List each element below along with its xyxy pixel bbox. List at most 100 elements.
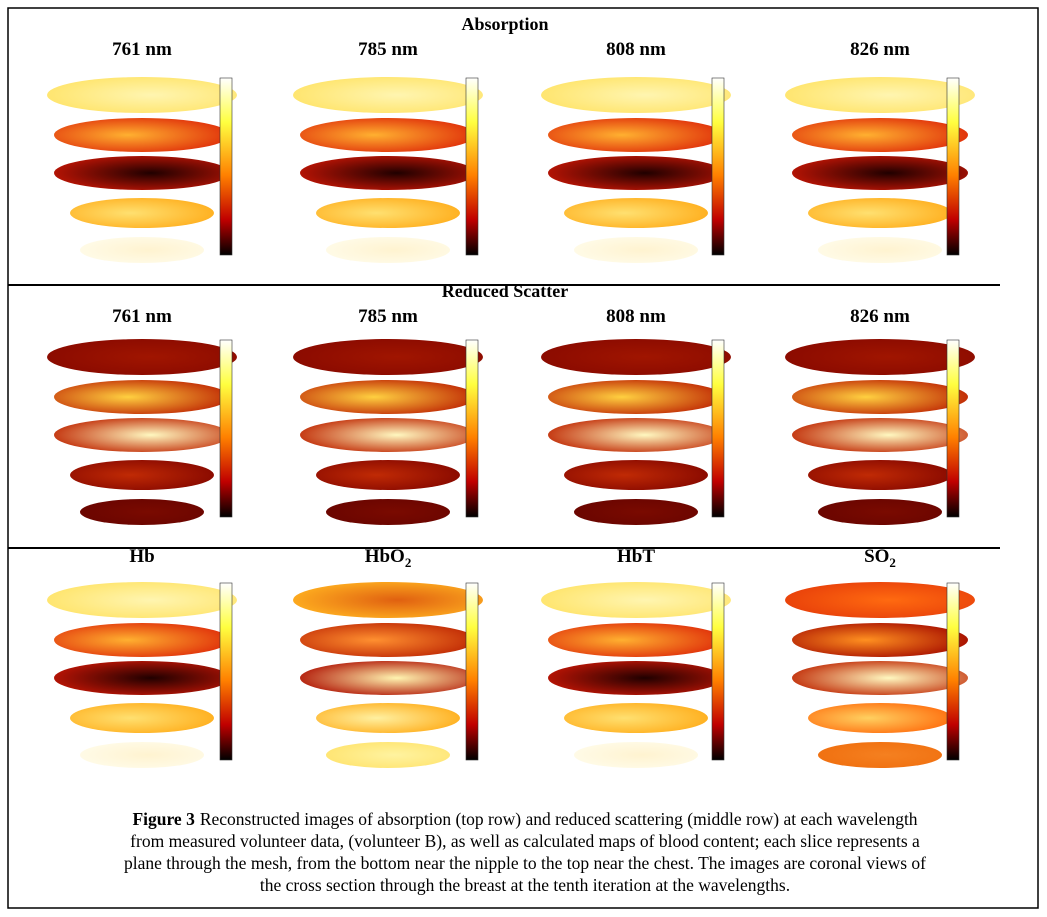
slice-image [54, 661, 230, 695]
slice-image [54, 380, 230, 414]
colorbar [946, 582, 960, 761]
slice-image [316, 198, 460, 228]
panel-label: HbT [617, 546, 655, 567]
slice-image [785, 77, 975, 113]
caption: Figure 3 Reconstructed images of absorpti… [120, 808, 930, 896]
colorbar [219, 77, 233, 256]
label-text: 826 nm [850, 306, 910, 327]
frame [7, 7, 1039, 909]
colorbar [711, 582, 725, 761]
slice-image [300, 156, 476, 190]
label-subscript: 2 [405, 555, 412, 570]
slice-image [541, 77, 731, 113]
panel-label: SO2 [864, 546, 896, 570]
slice-image [70, 460, 214, 490]
slice-image [792, 118, 968, 152]
slice-image [316, 460, 460, 490]
panel-label: 826 nm [850, 306, 910, 327]
section-title: Absorption [461, 14, 548, 34]
label-text: 808 nm [606, 306, 666, 327]
label-text: HbT [617, 546, 655, 567]
label-text: 826 nm [850, 39, 910, 60]
panel-label: HbO2 [365, 546, 412, 570]
label-subscript: 2 [889, 555, 896, 570]
slice-image [792, 380, 968, 414]
slice-image [792, 418, 968, 452]
caption-text: Reconstructed images of absorption (top … [123, 809, 926, 895]
section-title: Reduced Scatter [442, 281, 568, 301]
colorbar [465, 582, 479, 761]
slice-image [54, 623, 230, 657]
colorbar [219, 339, 233, 518]
slice-image [548, 380, 724, 414]
slice-image [300, 418, 476, 452]
label-text: 808 nm [606, 39, 666, 60]
slice-image [300, 380, 476, 414]
slice-image [541, 582, 731, 618]
slice-image [326, 499, 450, 525]
slice-image [326, 742, 450, 768]
label-text: 785 nm [358, 39, 418, 60]
slice-image [80, 742, 204, 768]
slice-image [574, 237, 698, 263]
label-text: Hb [129, 546, 154, 567]
slice-image [47, 77, 237, 113]
slice-image [80, 237, 204, 263]
colorbar [219, 582, 233, 761]
slice-image [564, 703, 708, 733]
slice-image [54, 156, 230, 190]
panel-label: Hb [129, 546, 154, 567]
slice-image [548, 118, 724, 152]
panel-label: 785 nm [358, 306, 418, 327]
panel-label: 826 nm [850, 39, 910, 60]
colorbar [711, 339, 725, 518]
slice-image [574, 499, 698, 525]
label-text: 785 nm [358, 306, 418, 327]
slice-image [70, 198, 214, 228]
slice-image [818, 499, 942, 525]
slice-image [792, 623, 968, 657]
slice-image [47, 339, 237, 375]
slice-image [300, 118, 476, 152]
panel-label: 761 nm [112, 39, 172, 60]
colorbar [946, 339, 960, 518]
slice-image [80, 499, 204, 525]
colorbar [711, 77, 725, 256]
slice-image [548, 661, 724, 695]
panel-label: 761 nm [112, 306, 172, 327]
label-text: 761 nm [112, 39, 172, 60]
slice-image [785, 339, 975, 375]
slice-image [326, 237, 450, 263]
slice-image [293, 582, 483, 618]
slice-image [818, 742, 942, 768]
slice-image [316, 703, 460, 733]
panel-label: 808 nm [606, 39, 666, 60]
slice-image [54, 118, 230, 152]
slice-image [548, 156, 724, 190]
slice-image [564, 198, 708, 228]
slice-image [541, 339, 731, 375]
slice-image [47, 582, 237, 618]
slice-image [818, 237, 942, 263]
colorbar [946, 77, 960, 256]
slice-image [54, 418, 230, 452]
slice-image [785, 582, 975, 618]
slice-image [808, 460, 952, 490]
label-text: SO [864, 546, 889, 567]
slice-image [300, 623, 476, 657]
caption-label: Figure 3 [132, 809, 195, 829]
slice-image [792, 661, 968, 695]
colorbar [465, 77, 479, 256]
slice-image [564, 460, 708, 490]
slice-image [293, 339, 483, 375]
slice-image [548, 418, 724, 452]
slice-image [808, 198, 952, 228]
slice-image [548, 623, 724, 657]
label-text: HbO [365, 546, 405, 567]
slice-image [293, 77, 483, 113]
panel-label: 808 nm [606, 306, 666, 327]
slice-image [808, 703, 952, 733]
label-text: 761 nm [112, 306, 172, 327]
